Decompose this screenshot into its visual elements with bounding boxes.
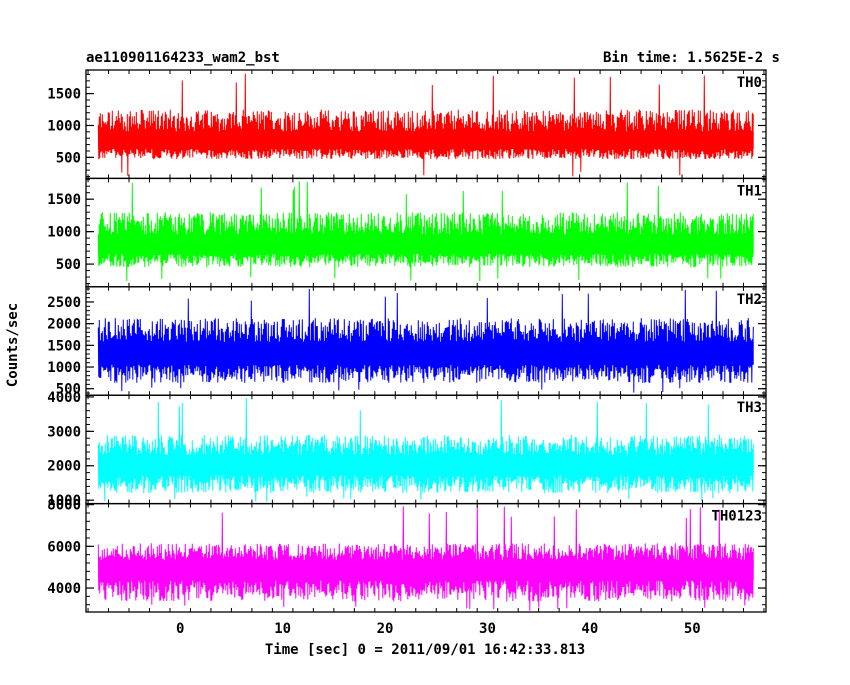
panel-th1: 500 1000 1500 TH1: [47, 177, 767, 288]
bin-time-label: Bin time: 1.5625E-2 s: [603, 50, 780, 66]
y-tick-label: 1500: [47, 87, 81, 103]
panel-th3: 1000 2000 3000 4000 TH3: [47, 390, 767, 509]
panel-label-th3: TH3: [737, 400, 762, 416]
y-tick-label: 6000: [47, 539, 81, 555]
x-tick-label: 50: [684, 621, 701, 637]
x-axis-label: Time [sec] 0 = 2011/09/01 16:42:33.813: [265, 642, 585, 658]
y-tick-label: 500: [56, 150, 81, 166]
series-core-th2: [98, 341, 754, 365]
panel-label-th2: TH2: [737, 292, 762, 308]
x-tick-label: 20: [377, 621, 394, 637]
series-th3: [97, 397, 754, 502]
y-tick-label: 4000: [47, 390, 81, 406]
panel-label-th0123: TH0123: [711, 509, 762, 525]
y-tick-label: 500: [56, 257, 81, 273]
panel-label-th1: TH1: [737, 183, 762, 199]
series-core-th1: [98, 234, 754, 254]
y-tick-label: 1000: [47, 360, 81, 376]
chart-title: ae110901164233_wam2_bst: [86, 50, 280, 66]
x-tick-label: 40: [581, 621, 598, 637]
panels-group: 50010001500TH050010001500TH1500100015002…: [47, 69, 767, 637]
y-tick-label: 2000: [47, 317, 81, 333]
series-th0123: [97, 505, 754, 611]
y-tick-label: 1500: [47, 192, 81, 208]
y-tick-label: 8000: [47, 498, 81, 514]
y-tick-label: 1000: [47, 118, 81, 134]
series-th2: [97, 288, 754, 393]
y-tick-label: 500: [56, 382, 81, 398]
y-tick-label: 3000: [47, 424, 81, 440]
y-tick-label: 4000: [47, 581, 81, 597]
series-th1: [97, 181, 754, 282]
y-tick-label: 2500: [47, 295, 81, 311]
panel-label-th0: TH0: [737, 75, 762, 91]
series-core-th0: [98, 131, 754, 149]
x-tick-label: 30: [479, 621, 496, 637]
panel-frame: [85, 502, 767, 613]
y-tick-label: 1500: [47, 338, 81, 354]
y-tick-label: 1000: [47, 493, 81, 509]
series-core-th3: [98, 454, 754, 476]
series-th0: [97, 73, 754, 177]
x-tick-label: 10: [274, 621, 291, 637]
y-tick-label: 1000: [47, 225, 81, 241]
x-tick-label: 0: [176, 621, 184, 637]
panel-th0: 500 1000 1500 TH0: [47, 69, 767, 180]
panel-th2: 500 1000 1500 2000 2500 TH2: [47, 286, 767, 398]
series-core-th0123: [98, 560, 754, 581]
y-tick-label: 2000: [47, 459, 81, 475]
y-axis-label: Counts/sec: [5, 303, 21, 387]
panel-th0123: 4000 6000 8000 TH0123: [47, 498, 767, 613]
